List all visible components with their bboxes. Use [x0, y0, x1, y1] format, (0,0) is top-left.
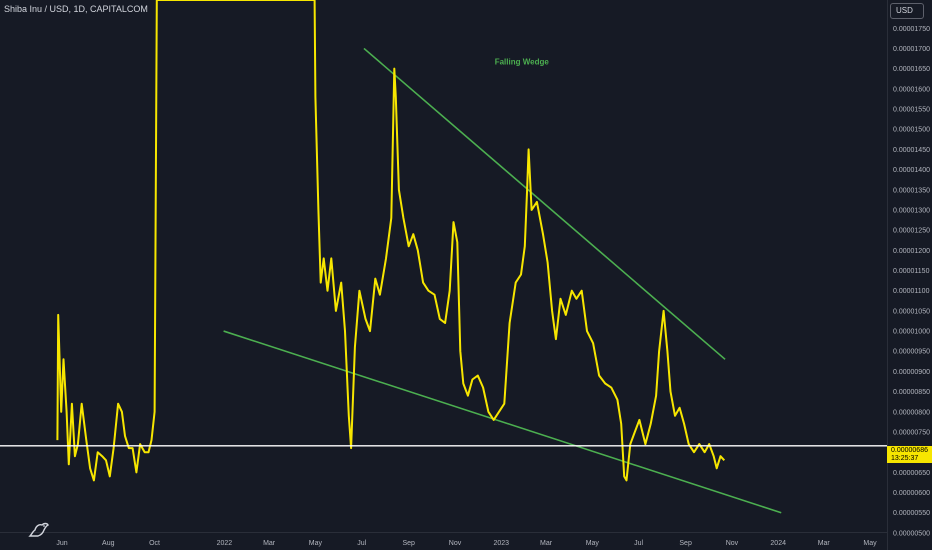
y-tick-label: 0.00001150: [893, 268, 930, 275]
tradingview-logo-icon[interactable]: [28, 518, 50, 538]
x-tick-label: Mar: [263, 540, 276, 547]
currency-selector[interactable]: USD: [890, 3, 924, 19]
y-tick-label: 0.00001550: [893, 107, 930, 114]
y-tick-label: 0.00001500: [893, 127, 930, 134]
y-tick-label: 0.00001000: [893, 329, 930, 336]
y-tick-label: 0.00000600: [893, 490, 930, 497]
x-tick-label: Aug: [102, 540, 115, 547]
lower-trendline: [223, 330, 782, 514]
y-tick-label: 0.00000950: [893, 349, 930, 356]
x-tick-label: Jul: [634, 540, 643, 547]
y-tick-label: 0.00001050: [893, 308, 930, 315]
y-tick-label: 0.00001650: [893, 66, 930, 73]
y-tick-label: 0.00001350: [893, 187, 930, 194]
current-price-value: 0.00000686: [891, 447, 928, 454]
y-tick-label: 0.00001250: [893, 228, 930, 235]
y-tick-label: 0.00000500: [893, 530, 930, 537]
y-tick-label: 0.00000550: [893, 510, 930, 517]
x-tick-label: 2022: [217, 540, 233, 547]
y-tick-label: 0.00001400: [893, 167, 930, 174]
y-tick-label: 0.00001300: [893, 207, 930, 214]
price-series: [56, 0, 726, 482]
x-tick-label: Mar: [818, 540, 831, 547]
x-tick-label: Jun: [56, 540, 67, 547]
x-tick-label: 2023: [493, 540, 509, 547]
trendlines[interactable]: [223, 47, 782, 514]
bar-countdown: 13:25:37: [891, 455, 919, 462]
current-price-tag: 0.00000686 13:25:37: [887, 446, 932, 463]
x-tick-label: Sep: [679, 540, 692, 547]
x-tick-label: May: [863, 540, 877, 547]
x-tick-label: Nov: [449, 540, 462, 547]
x-tick-label: Sep: [402, 540, 415, 547]
y-tick-label: 0.00001600: [893, 86, 930, 93]
y-tick-label: 0.00001700: [893, 46, 930, 53]
chart-annotation: Falling Wedge: [495, 58, 550, 67]
x-tick-label: Mar: [540, 540, 553, 547]
y-axis-background: [887, 0, 932, 550]
x-tick-label: 2024: [770, 540, 786, 547]
x-tick-label: Oct: [149, 540, 160, 547]
y-tick-label: 0.00001750: [893, 26, 930, 33]
y-tick-label: 0.00001200: [893, 248, 930, 255]
y-tick-label: 0.00001100: [893, 288, 930, 295]
upper-trendline: [363, 47, 726, 360]
chart-title: Shiba Inu / USD, 1D, CAPITALCOM: [4, 4, 148, 14]
y-tick-label: 0.00000650: [893, 470, 930, 477]
x-tick-label: May: [309, 540, 323, 547]
y-tick-label: 0.00000900: [893, 369, 930, 376]
y-tick-label: 0.00000850: [893, 389, 930, 396]
y-tick-label: 0.00000800: [893, 409, 930, 416]
x-tick-label: May: [586, 540, 600, 547]
annotations: Falling Wedge: [495, 58, 550, 67]
y-axis[interactable]: 0.00001750 0.00001700 0.00001650 0.00001600…: [887, 0, 932, 550]
x-tick-label: Jul: [357, 540, 366, 547]
x-tick-label: Nov: [726, 540, 739, 547]
y-tick-label: 0.00001450: [893, 147, 930, 154]
x-axis[interactable]: Jun Aug Oct 2022 Mar May Jul Sep Nov 2023 Mar May Ju…: [0, 532, 887, 548]
y-tick-label: 0.00000750: [893, 429, 930, 436]
